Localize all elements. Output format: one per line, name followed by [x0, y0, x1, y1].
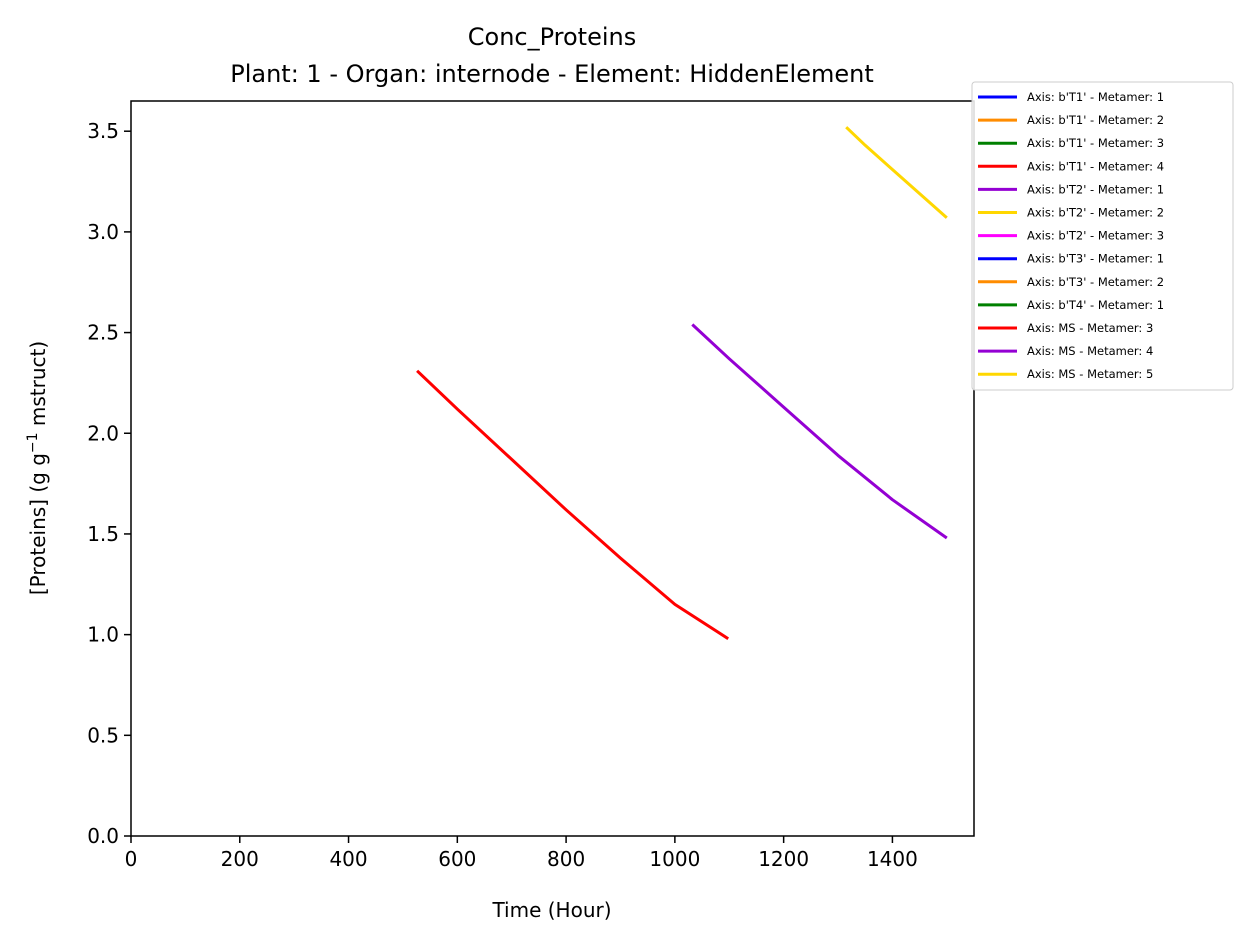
x-tick-label: 1000	[649, 847, 700, 871]
x-tick-label: 400	[329, 847, 367, 871]
legend-entry: Axis: b'T4' - Metamer: 1	[1027, 298, 1164, 312]
x-tick-label: 200	[221, 847, 259, 871]
legend-entry: Axis: b'T2' - Metamer: 2	[1027, 206, 1164, 220]
x-axis: 0 200 400 600 800 1000 1200 1400	[125, 836, 918, 871]
series-line-11	[691, 323, 948, 540]
series-line-10	[416, 369, 730, 640]
legend-entry: Axis: b'T3' - Metamer: 1	[1027, 252, 1164, 266]
y-tick-label: 2.0	[87, 421, 119, 445]
legend-entry: Axis: MS - Metamer: 3	[1027, 321, 1153, 335]
y-axis-label-sup: −1	[25, 432, 41, 453]
x-tick-label: 1200	[758, 847, 809, 871]
y-tick-label: 0.5	[87, 723, 119, 747]
y-axis-label: [Proteins] (g g−1 mstruct)	[25, 341, 50, 595]
y-axis-label-main: [Proteins] (g g	[26, 453, 50, 595]
y-axis: 0.0 0.5 1.0 1.5 2.0 2.5 3.0 3.5	[87, 119, 131, 848]
y-tick-label: 2.5	[87, 321, 119, 345]
x-tick-label: 0	[125, 847, 138, 871]
plot-frame	[130, 100, 975, 837]
legend-entry: Axis: b'T3' - Metamer: 2	[1027, 275, 1164, 289]
legend-entry: Axis: b'T2' - Metamer: 1	[1027, 182, 1164, 196]
legend-entry: Axis: b'T1' - Metamer: 2	[1027, 113, 1164, 127]
y-tick-label: 1.5	[87, 522, 119, 546]
y-tick-label: 1.0	[87, 623, 119, 647]
y-axis-label-tail: mstruct)	[26, 341, 50, 433]
legend-entry: Axis: b'T1' - Metamer: 4	[1027, 159, 1164, 173]
chart-subtitle: Plant: 1 - Organ: internode - Element: H…	[230, 60, 874, 88]
plot-lines	[416, 126, 948, 640]
x-tick-label: 800	[547, 847, 585, 871]
legend-entry: Axis: b'T1' - Metamer: 1	[1027, 90, 1164, 104]
x-tick-label: 600	[438, 847, 476, 871]
y-tick-label: 3.0	[87, 220, 119, 244]
legend-frame	[971, 81, 1234, 391]
y-tick-label: 3.5	[87, 119, 119, 143]
legend-entry: Axis: b'T2' - Metamer: 3	[1027, 229, 1164, 243]
series-line-12	[845, 126, 948, 219]
legend-entry: Axis: MS - Metamer: 5	[1027, 367, 1153, 381]
legend: Axis: b'T1' - Metamer: 1 Axis: b'T1' - Me…	[971, 81, 1234, 391]
y-tick-label: 0.0	[87, 824, 119, 848]
legend-entry: Axis: b'T1' - Metamer: 3	[1027, 136, 1164, 150]
legend-entry: Axis: MS - Metamer: 4	[1027, 344, 1153, 358]
x-axis-label: Time (Hour)	[491, 898, 611, 922]
chart-title: Conc_Proteins	[468, 23, 636, 51]
x-tick-label: 1400	[867, 847, 918, 871]
